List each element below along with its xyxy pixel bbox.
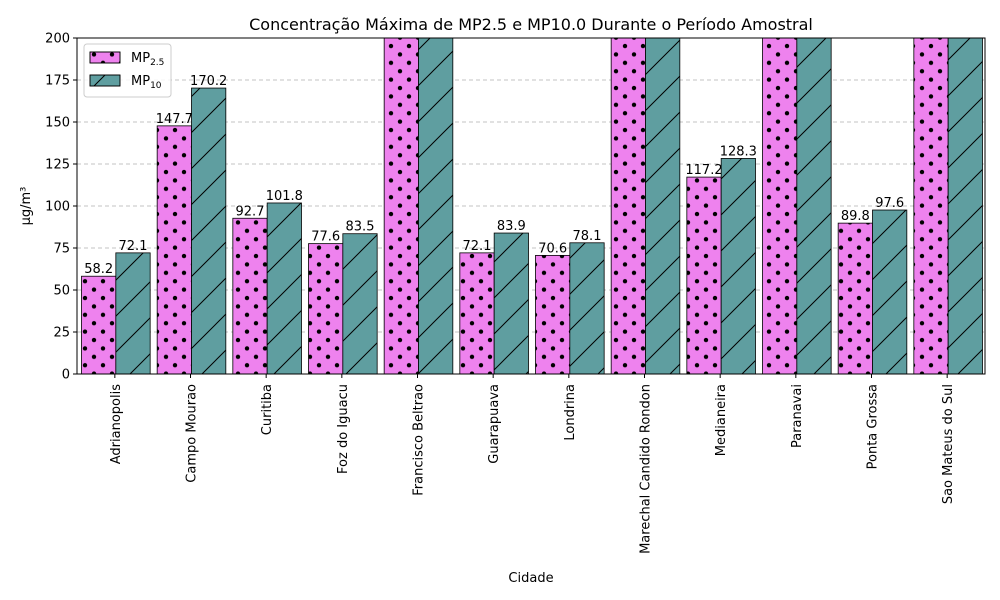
- bar-mp10-ponta-grossa: [872, 209, 908, 375]
- x-tick-label-paranavai: Paranavai: [790, 384, 805, 448]
- x-tick-label-francisco-beltrao: Francisco Beltrao: [412, 384, 427, 496]
- bar-mp10-curitiba: [266, 202, 302, 375]
- y-tick-label-50: 50: [53, 284, 70, 299]
- bar-label-mp10-campo-mourao: 170.2: [190, 74, 227, 89]
- bars: [81, 37, 983, 375]
- x-tick-label-adrianopolis: Adrianopolis: [109, 384, 124, 464]
- y-tick-label-150: 150: [45, 116, 70, 131]
- bar-label-mp10-londrina: 78.1: [573, 229, 602, 244]
- bar-label-mp10-medianeira: 128.3: [720, 144, 757, 159]
- x-tick-label-foz-do-iguacu: Foz do Iguacu: [336, 384, 351, 474]
- x-tick-label-marechal-candido-rondon: Marechal Candido Rondon: [639, 384, 654, 554]
- bar-label-mp10-foz-do-iguacu: 83.5: [346, 220, 375, 235]
- bar-mp10-marechal-candido-rondon: [645, 37, 681, 375]
- bar-mp10-foz-do-iguacu: [342, 233, 378, 375]
- bar-mp2-5-marechal-candido-rondon: [610, 37, 646, 375]
- bar-label-mp2-5-adrianopolis: 58.2: [84, 262, 113, 277]
- chart-title: Concentração Máxima de MP2.5 e MP10.0 Du…: [249, 15, 813, 34]
- x-tick-label-londrina: Londrina: [563, 384, 578, 441]
- bar-mp10-medianeira: [720, 158, 756, 375]
- bar-mp10-adrianopolis: [115, 252, 151, 375]
- bar-mp2-5-ponta-grossa: [837, 222, 873, 375]
- x-tick-label-guarapuava: Guarapuava: [487, 384, 502, 464]
- y-tick-label-125: 125: [45, 158, 70, 173]
- bar-mp10-paranavai: [796, 37, 832, 375]
- bar-mp2-5-curitiba: [232, 217, 268, 375]
- bar-label-mp2-5-medianeira: 117.2: [685, 163, 722, 178]
- bar-mp2-5-londrina: [535, 254, 571, 375]
- y-tick-label-100: 100: [45, 200, 70, 215]
- bar-mp10-guarapuava: [493, 232, 529, 375]
- x-tick-label-medianeira: Medianeira: [714, 384, 729, 456]
- bar-mp10-londrina: [569, 242, 605, 375]
- bar-label-mp2-5-foz-do-iguacu: 77.6: [311, 230, 340, 245]
- x-tick-label-ponta-grossa: Ponta Grossa: [866, 384, 881, 469]
- x-tick-label-sao-mateus-do-sul: Sao Mateus do Sul: [941, 384, 956, 504]
- bar-label-mp10-curitiba: 101.8: [266, 189, 303, 204]
- x-tick-label-campo-mourao: Campo Mourao: [185, 384, 200, 483]
- x-axis-ticks: Adrianopolis Campo Mourao Curitiba Foz do I…: [109, 374, 956, 554]
- bar-label-mp2-5-londrina: 70.6: [538, 241, 567, 256]
- bar-mp2-5-guarapuava: [459, 252, 495, 375]
- y-tick-label-25: 25: [53, 326, 70, 341]
- legend-swatch-mp25-hatch: [89, 51, 121, 64]
- y-axis-label: μg/m³: [19, 187, 34, 226]
- bar-mp2-5-paranavai: [762, 37, 798, 375]
- y-tick-label-175: 175: [45, 74, 70, 89]
- y-axis-ticks: 0 25 50 75 100 125 150 175 200: [45, 32, 77, 383]
- bar-mp2-5-medianeira: [686, 176, 722, 375]
- bar-label-mp2-5-campo-mourao: 147.7: [156, 112, 193, 127]
- bar-label-mp2-5-guarapuava: 72.1: [463, 239, 492, 254]
- bar-label-mp10-adrianopolis: 72.1: [119, 239, 148, 254]
- legend-swatch-mp10-hatch: [89, 74, 121, 87]
- y-tick-label-0: 0: [62, 368, 70, 383]
- bar-mp10-campo-mourao: [191, 87, 227, 375]
- bar-mp2-5-campo-mourao: [156, 125, 192, 375]
- bar-mp2-5-adrianopolis: [81, 275, 117, 375]
- bar-label-mp10-ponta-grossa: 97.6: [875, 196, 904, 211]
- bar-label-mp10-guarapuava: 83.9: [497, 219, 526, 234]
- x-axis-label: Cidade: [508, 571, 553, 586]
- y-tick-label-75: 75: [53, 242, 70, 257]
- bar-mp10-sao-mateus-do-sul: [947, 37, 983, 375]
- legend: MP2.5 MP10: [83, 43, 172, 98]
- x-tick-label-curitiba: Curitiba: [260, 384, 275, 435]
- bar-mp2-5-francisco-beltrao: [383, 37, 419, 375]
- bar-mp2-5-foz-do-iguacu: [308, 243, 344, 375]
- bar-mp10-francisco-beltrao: [418, 37, 454, 375]
- bar-label-mp2-5-ponta-grossa: 89.8: [841, 209, 870, 224]
- bar-mp2-5-sao-mateus-do-sul: [913, 37, 949, 375]
- y-tick-label-200: 200: [45, 32, 70, 47]
- bar-label-mp2-5-curitiba: 92.7: [236, 204, 265, 219]
